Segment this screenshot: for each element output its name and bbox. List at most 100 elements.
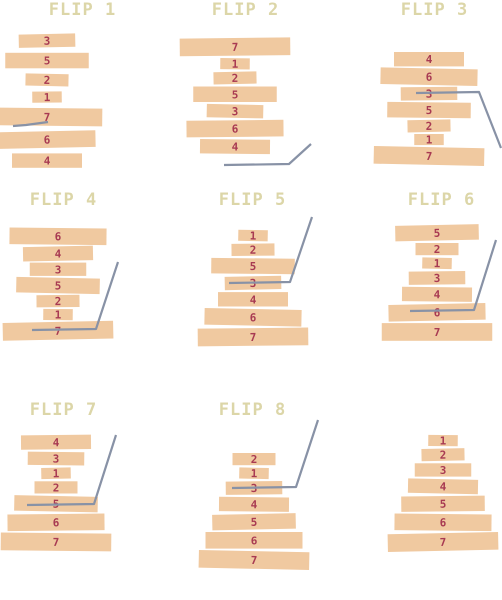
pancake: 2 bbox=[34, 481, 78, 494]
pancake: 6 bbox=[9, 227, 107, 246]
pancake: 2 bbox=[36, 294, 80, 308]
pancake-number: 7 bbox=[53, 536, 60, 549]
spatula bbox=[31, 261, 120, 332]
pancake: 1 bbox=[32, 91, 62, 104]
pancake-body bbox=[422, 257, 452, 270]
pancake: 6 bbox=[388, 302, 486, 322]
pancake: 7 bbox=[0, 532, 112, 552]
pancake: 1 bbox=[428, 435, 458, 448]
pancake-number: 4 bbox=[440, 480, 447, 493]
pancake-number: 3 bbox=[53, 453, 60, 466]
pancake: 6 bbox=[205, 532, 303, 549]
pancake: 2 bbox=[232, 453, 276, 466]
pancake-number: 5 bbox=[250, 260, 257, 273]
pancake: 6 bbox=[7, 513, 105, 532]
pancake-number: 6 bbox=[434, 306, 441, 319]
pancake-body bbox=[395, 224, 479, 242]
pancake-number: 5 bbox=[426, 104, 433, 117]
pancake-number: 7 bbox=[55, 325, 62, 338]
pancake-body bbox=[231, 243, 275, 257]
pancake: 2 bbox=[415, 243, 459, 256]
pancake-body bbox=[199, 139, 271, 155]
pancake-number: 2 bbox=[55, 295, 62, 308]
pancake-body bbox=[197, 327, 309, 347]
pancake: 7 bbox=[179, 37, 291, 57]
pancake-body bbox=[401, 495, 485, 512]
pancake: 1 bbox=[41, 467, 71, 480]
pancake-number: 3 bbox=[440, 464, 447, 477]
pancake: 7 bbox=[2, 320, 114, 341]
pancake-body bbox=[414, 463, 472, 477]
panel-title: FLIP 5 bbox=[218, 190, 287, 210]
pancake: 1 bbox=[414, 134, 444, 147]
pancake-body bbox=[186, 119, 284, 138]
pancake-body bbox=[18, 33, 76, 48]
pancake-number: 6 bbox=[251, 534, 258, 547]
pancake: 5 bbox=[193, 86, 277, 102]
pancake: 6 bbox=[186, 119, 284, 138]
pancake-number: 5 bbox=[232, 88, 239, 101]
spatula bbox=[231, 419, 320, 490]
pancake-body bbox=[212, 513, 296, 531]
pancake-number: 3 bbox=[55, 263, 62, 276]
pancake: 4 bbox=[199, 139, 271, 155]
pancake-number: 6 bbox=[440, 516, 447, 529]
pancake: 4 bbox=[401, 286, 473, 302]
pancake: 7 bbox=[0, 107, 103, 127]
pancake: 5 bbox=[212, 513, 296, 531]
pancake: 3 bbox=[206, 103, 264, 119]
pancake-stack: 5 21 3 4 6 7 bbox=[381, 224, 498, 341]
pancake: 5 bbox=[211, 257, 295, 275]
pancake: 7 bbox=[387, 531, 499, 552]
pancake-number: 4 bbox=[251, 498, 258, 511]
pancake-number: 6 bbox=[44, 134, 51, 147]
pancake-stack: 7 12 5 3 6 4 bbox=[179, 37, 312, 167]
pancake: 7 bbox=[381, 323, 493, 341]
pancake-number: 1 bbox=[434, 257, 441, 270]
pancake: 4 bbox=[12, 153, 82, 168]
pancake: 5 bbox=[395, 224, 479, 242]
pancake-body bbox=[5, 52, 89, 69]
pancake-body bbox=[407, 478, 479, 495]
pancake-body bbox=[388, 302, 486, 322]
pancake-body bbox=[43, 308, 73, 321]
pancake: 4 bbox=[218, 496, 290, 512]
pancake-number: 4 bbox=[434, 288, 441, 301]
pancake-number: 4 bbox=[250, 293, 257, 306]
pancake-number: 2 bbox=[251, 453, 258, 466]
pancake-number: 7 bbox=[44, 111, 51, 124]
pancake-body bbox=[211, 257, 295, 275]
pancake-number: 3 bbox=[232, 105, 239, 118]
panel-title: FLIP 6 bbox=[407, 190, 476, 210]
pancake: 6 bbox=[380, 67, 478, 87]
pancake-number: 4 bbox=[426, 53, 433, 66]
pancake: 1 bbox=[238, 229, 268, 243]
spatula bbox=[228, 216, 314, 285]
pancake-number: 1 bbox=[426, 134, 433, 147]
pancake: 3 bbox=[29, 262, 87, 276]
pancake-body bbox=[34, 481, 78, 494]
pancake: 6 bbox=[204, 307, 302, 327]
pancake: 1 bbox=[220, 58, 250, 71]
pancake-body bbox=[238, 229, 268, 242]
pancake-body bbox=[0, 130, 96, 149]
pancake-body bbox=[179, 37, 291, 57]
pancake: 3 bbox=[18, 33, 76, 48]
pancake-number: 4 bbox=[55, 248, 62, 261]
pancake-number: 5 bbox=[55, 279, 62, 292]
pancake-number: 2 bbox=[434, 243, 441, 256]
pancake-number: 3 bbox=[426, 88, 433, 101]
pancake-body bbox=[16, 276, 100, 295]
pancake: 1 bbox=[43, 308, 73, 322]
pancake-number: 2 bbox=[440, 449, 447, 462]
pancake-body bbox=[36, 294, 80, 308]
pancake-number: 4 bbox=[44, 155, 51, 168]
pancake: 4 bbox=[218, 292, 288, 307]
pancake-body bbox=[239, 467, 269, 480]
pancake: 2 bbox=[213, 71, 257, 85]
pancake-body bbox=[41, 467, 71, 480]
